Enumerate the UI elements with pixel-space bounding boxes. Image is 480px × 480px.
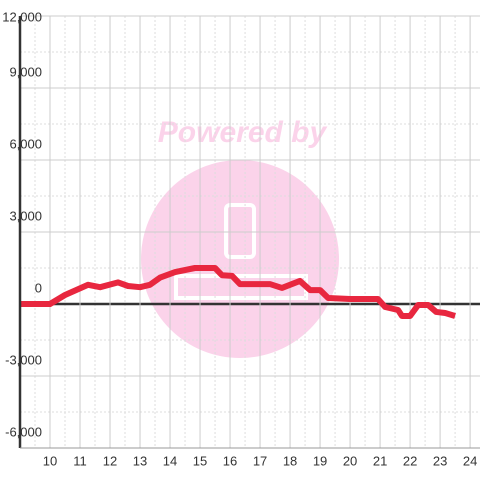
x-tick-label: 11	[73, 453, 87, 468]
grid	[20, 15, 480, 449]
y-tick-label: -3,000	[5, 352, 42, 367]
x-tick-label: 14	[163, 453, 177, 468]
plot	[20, 265, 456, 319]
x-tick-label: 12	[103, 453, 117, 468]
x-tick-label: 23	[433, 453, 447, 468]
y-tick-label: -6,000	[5, 424, 42, 439]
x-tick-label: 19	[313, 453, 327, 468]
x-tick-label: 24	[463, 453, 477, 468]
series-line	[20, 265, 456, 319]
y-tick-label: 6,000	[9, 136, 42, 151]
watermark-logo	[141, 160, 339, 358]
x-tick-label: 16	[223, 453, 237, 468]
x-tick-label: 20	[343, 453, 357, 468]
x-tick-label: 17	[253, 453, 267, 468]
watermark-text: Powered by	[158, 116, 328, 149]
x-tick-label: 18	[283, 453, 297, 468]
y-tick-label: 3,000	[9, 208, 42, 223]
x-tick-label: 15	[193, 453, 207, 468]
y-tick-label: 0	[35, 280, 42, 295]
x-tick-label: 22	[403, 453, 417, 468]
x-tick-label: 10	[43, 453, 57, 468]
y-tick-label: 9,000	[9, 64, 42, 79]
y-tick-label: 12,000	[2, 9, 42, 24]
x-tick-label: 13	[133, 453, 147, 468]
x-tick-label: 21	[373, 453, 387, 468]
